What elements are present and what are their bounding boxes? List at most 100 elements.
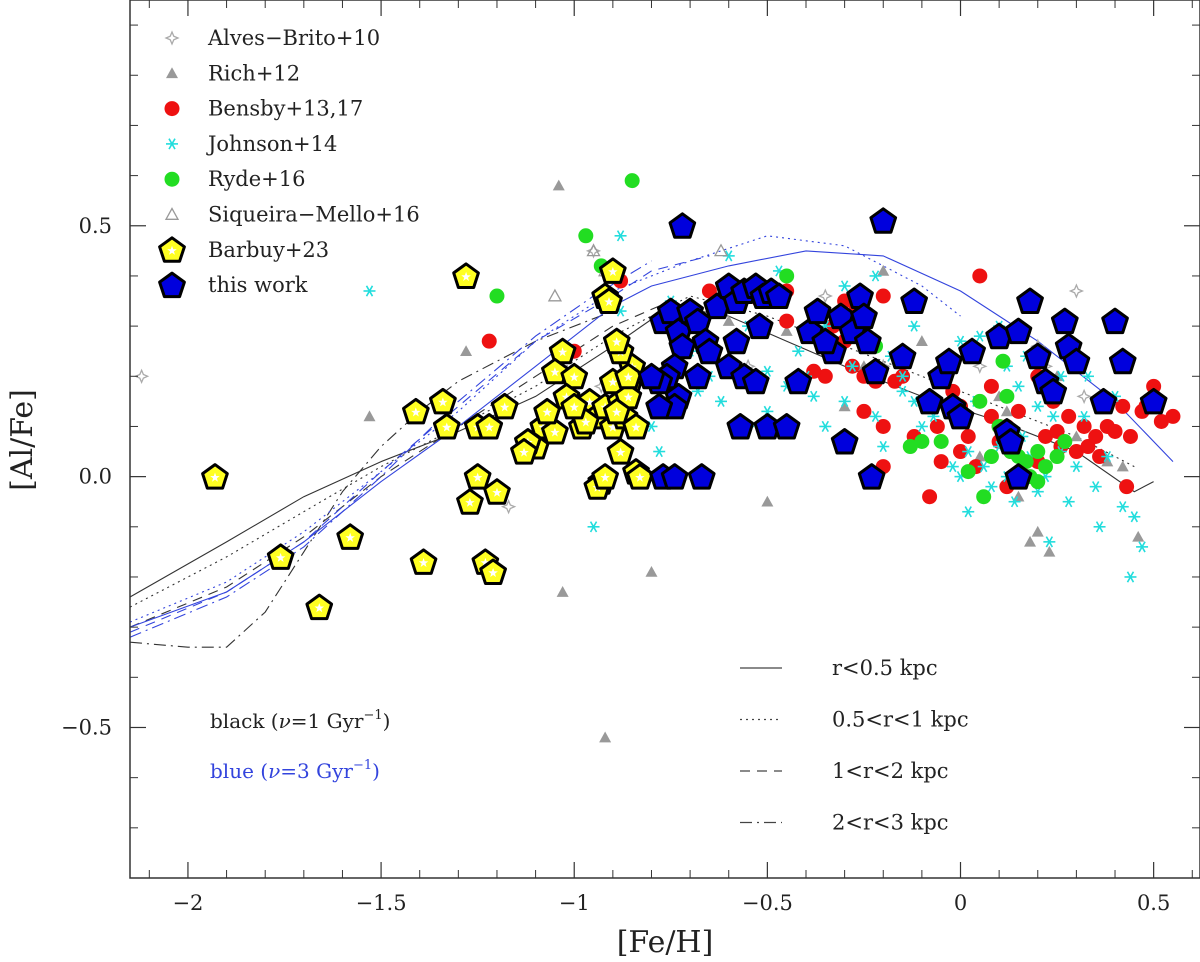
data-point <box>946 402 975 430</box>
data-point <box>807 390 820 402</box>
data-point <box>1008 496 1021 508</box>
black-note-prefix: black ( <box>210 709 279 733</box>
marker-legend: Alves−Brito+10 Rich+12 Bensby+13,17 Johnson… <box>158 26 420 299</box>
data-point <box>1023 342 1052 370</box>
data-point <box>481 333 497 349</box>
line-legend-entry: 0.5<r<1 kpc <box>740 708 969 732</box>
data-point <box>1136 541 1149 553</box>
data-point <box>1093 521 1106 533</box>
data-point <box>684 362 712 390</box>
legend-entry: this work <box>158 271 308 299</box>
data-point <box>1068 283 1085 299</box>
blue-model-note: blue (ν=3 Gyr−1) <box>210 758 380 783</box>
line-legend-entry: 2<r<3 kpc <box>740 811 949 835</box>
blue-note-exp: −1 <box>353 758 372 773</box>
data-point <box>1010 403 1026 419</box>
data-point <box>806 363 822 379</box>
data-point <box>483 478 511 505</box>
data-point <box>586 243 601 257</box>
data-point <box>1030 444 1046 460</box>
data-point <box>1000 405 1013 417</box>
data-point <box>578 228 594 244</box>
data-point <box>624 173 640 189</box>
data-point <box>1070 430 1083 442</box>
data-point <box>915 420 928 433</box>
data-point <box>999 388 1015 404</box>
data-point <box>846 360 859 372</box>
data-point <box>1030 474 1046 490</box>
data-point <box>266 543 295 570</box>
data-point <box>869 410 882 423</box>
data-point <box>838 400 851 412</box>
black-note-suffix: =1 Gyr <box>291 709 364 733</box>
data-point <box>983 449 999 465</box>
data-point <box>614 230 627 242</box>
data-point <box>726 413 755 440</box>
y-tick-label: 0.0 <box>79 465 112 489</box>
data-point <box>489 288 505 304</box>
data-point <box>1062 496 1075 508</box>
data-point <box>875 288 891 304</box>
legend-entry: Barbuy+23 <box>158 236 329 263</box>
data-point <box>1101 450 1114 463</box>
data-point <box>402 397 430 425</box>
model-curve-4 <box>129 310 614 648</box>
line-legend-entry: r<0.5 kpc <box>740 656 938 680</box>
data-point <box>985 481 998 493</box>
data-point <box>765 282 793 309</box>
data-point <box>953 444 969 460</box>
data-point <box>490 392 519 420</box>
data-point <box>363 410 376 422</box>
data-point <box>602 327 631 355</box>
data-points <box>133 173 1181 743</box>
data-point <box>1047 410 1060 423</box>
data-point <box>817 368 833 384</box>
legend-label: Johnson+14 <box>206 132 337 156</box>
data-point <box>780 325 793 336</box>
legend-label: this work <box>208 273 308 297</box>
line-legend-label: 2<r<3 kpc <box>832 811 949 835</box>
data-point <box>500 498 517 515</box>
data-point <box>877 264 890 276</box>
data-point <box>761 495 774 507</box>
data-point <box>1132 530 1145 542</box>
line-legend-label: 1<r<2 kpc <box>832 759 949 783</box>
legend-label: Bensby+13,17 <box>208 97 363 121</box>
x-tick-label: 0 <box>954 891 967 915</box>
data-point <box>803 297 832 325</box>
legend-label: Siqueira−Mello+16 <box>208 203 420 227</box>
data-point <box>1092 449 1108 465</box>
data-point <box>846 282 874 309</box>
data-point <box>1115 398 1131 414</box>
legend-entry: Alves−Brito+10 <box>164 26 380 50</box>
blue-note-suffix: =3 Gyr <box>280 759 353 783</box>
data-point <box>548 337 577 365</box>
data-point <box>779 313 795 329</box>
data-point <box>983 378 999 394</box>
data-point <box>888 342 917 370</box>
data-point <box>1068 444 1084 460</box>
data-point <box>602 397 631 425</box>
legend-marker <box>158 236 186 263</box>
y-axis-label: [Al/Fe] <box>5 389 40 491</box>
legend-entry: Ryde+16 <box>164 167 306 191</box>
data-point <box>915 387 944 415</box>
data-point <box>962 445 975 458</box>
series-this-work <box>637 207 1168 490</box>
data-point <box>541 357 569 385</box>
data-point <box>1116 501 1129 513</box>
data-point <box>958 337 986 365</box>
legend-entry: Bensby+13,17 <box>164 97 363 121</box>
data-point <box>463 463 492 490</box>
plot-frame <box>129 0 1200 879</box>
data-point <box>745 312 774 340</box>
data-point <box>972 268 988 284</box>
data-point <box>1018 454 1034 470</box>
legend-label: Alves−Brito+10 <box>207 26 380 50</box>
data-point <box>875 418 891 434</box>
data-point <box>1107 423 1123 439</box>
legend-entry: Johnson+14 <box>166 132 337 156</box>
data-point <box>560 362 589 390</box>
data-point <box>591 463 619 490</box>
blue-note-prefix: blue ( <box>210 759 268 783</box>
